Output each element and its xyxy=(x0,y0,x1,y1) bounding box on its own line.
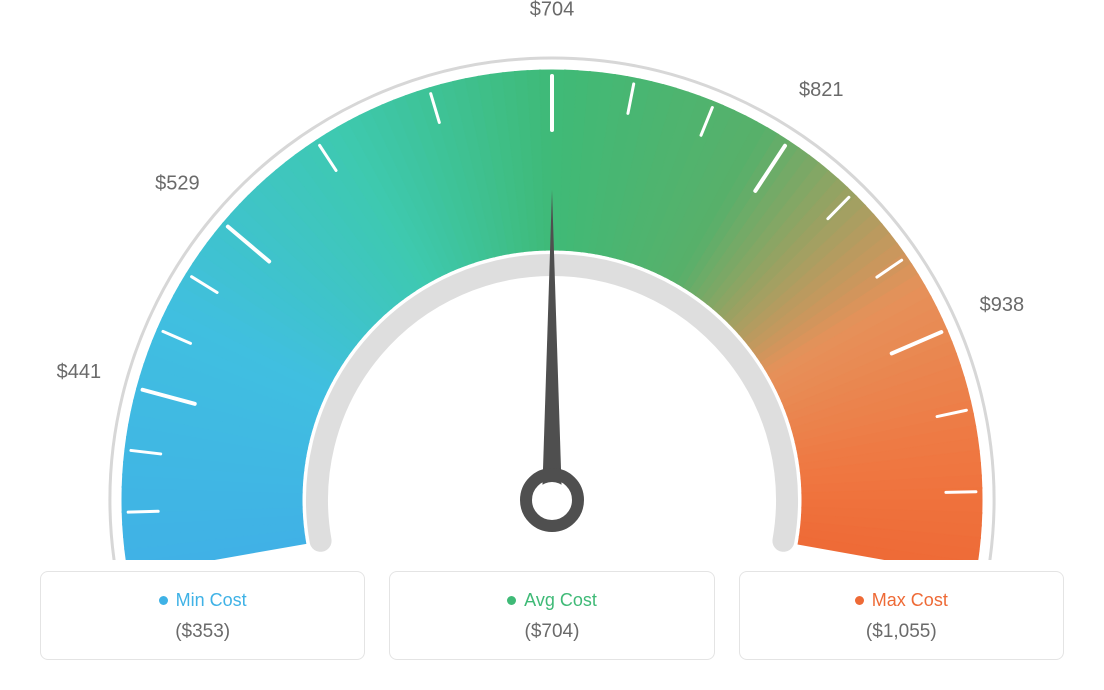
legend-title-avg-text: Avg Cost xyxy=(524,590,597,611)
gauge-tick-label: $704 xyxy=(530,0,575,20)
legend-title-avg: Avg Cost xyxy=(507,590,597,611)
gauge-needle-hub-inner xyxy=(534,482,570,518)
legend-dot-avg xyxy=(507,596,516,605)
gauge-tick-label: $441 xyxy=(57,361,102,383)
gauge-tick-label: $821 xyxy=(799,79,844,101)
gauge-tick-label: $529 xyxy=(155,172,200,194)
legend-dot-max xyxy=(855,596,864,605)
legend-card-avg: Avg Cost ($704) xyxy=(389,571,714,660)
legend-card-min: Min Cost ($353) xyxy=(40,571,365,660)
legend-title-max-text: Max Cost xyxy=(872,590,948,611)
legend-title-min-text: Min Cost xyxy=(176,590,247,611)
legend-value-max: ($1,055) xyxy=(750,621,1053,643)
gauge-svg: $353$441$529$704$821$938$1,055 xyxy=(0,0,1104,560)
legend-value-avg: ($704) xyxy=(400,621,703,643)
legend-title-min: Min Cost xyxy=(159,590,247,611)
gauge-chart-container: $353$441$529$704$821$938$1,055 Min Cost … xyxy=(0,0,1104,690)
legend-card-max: Max Cost ($1,055) xyxy=(739,571,1064,660)
legend-title-max: Max Cost xyxy=(855,590,948,611)
gauge-area: $353$441$529$704$821$938$1,055 xyxy=(0,0,1104,560)
legend-value-min: ($353) xyxy=(51,621,354,643)
legend-dot-min xyxy=(159,596,168,605)
legend-row: Min Cost ($353) Avg Cost ($704) Max Cost… xyxy=(40,571,1064,660)
gauge-tick-label: $938 xyxy=(980,294,1025,316)
